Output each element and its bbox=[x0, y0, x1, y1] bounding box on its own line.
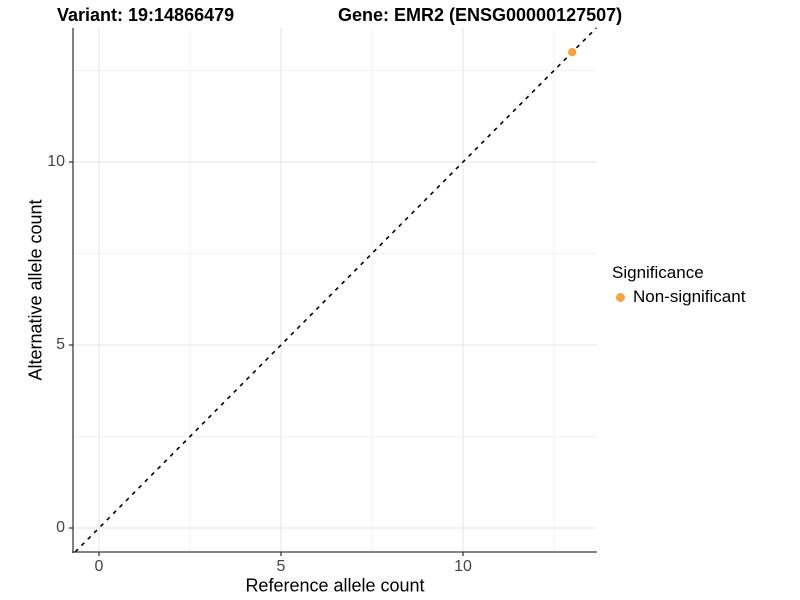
y-tick-label-0: 0 bbox=[56, 519, 65, 536]
plot-title-gene: Gene: EMR2 (ENSG00000127507) bbox=[338, 5, 623, 25]
y-axis-title: Alternative allele count bbox=[25, 199, 46, 381]
y-tick-label-5: 5 bbox=[56, 336, 65, 353]
x-axis-title: Reference allele count bbox=[245, 575, 425, 596]
identity-dashed-line bbox=[74, 27, 597, 553]
x-tick-label-10: 10 bbox=[454, 558, 472, 575]
y-tick-label-10: 10 bbox=[47, 153, 65, 170]
legend-item-non-significant: Non-significant bbox=[612, 287, 745, 307]
x-tick-label-0: 0 bbox=[94, 558, 104, 575]
legend-point-icon bbox=[616, 292, 625, 302]
plot-title-variant: Variant: 19:14866479 bbox=[57, 5, 235, 25]
legend-title: Significance bbox=[612, 263, 704, 282]
data-point bbox=[568, 48, 577, 57]
legend-item-label: Non-significant bbox=[633, 287, 746, 306]
x-tick-label-5: 5 bbox=[276, 558, 286, 575]
legend: Significance Non-significant bbox=[612, 262, 745, 307]
